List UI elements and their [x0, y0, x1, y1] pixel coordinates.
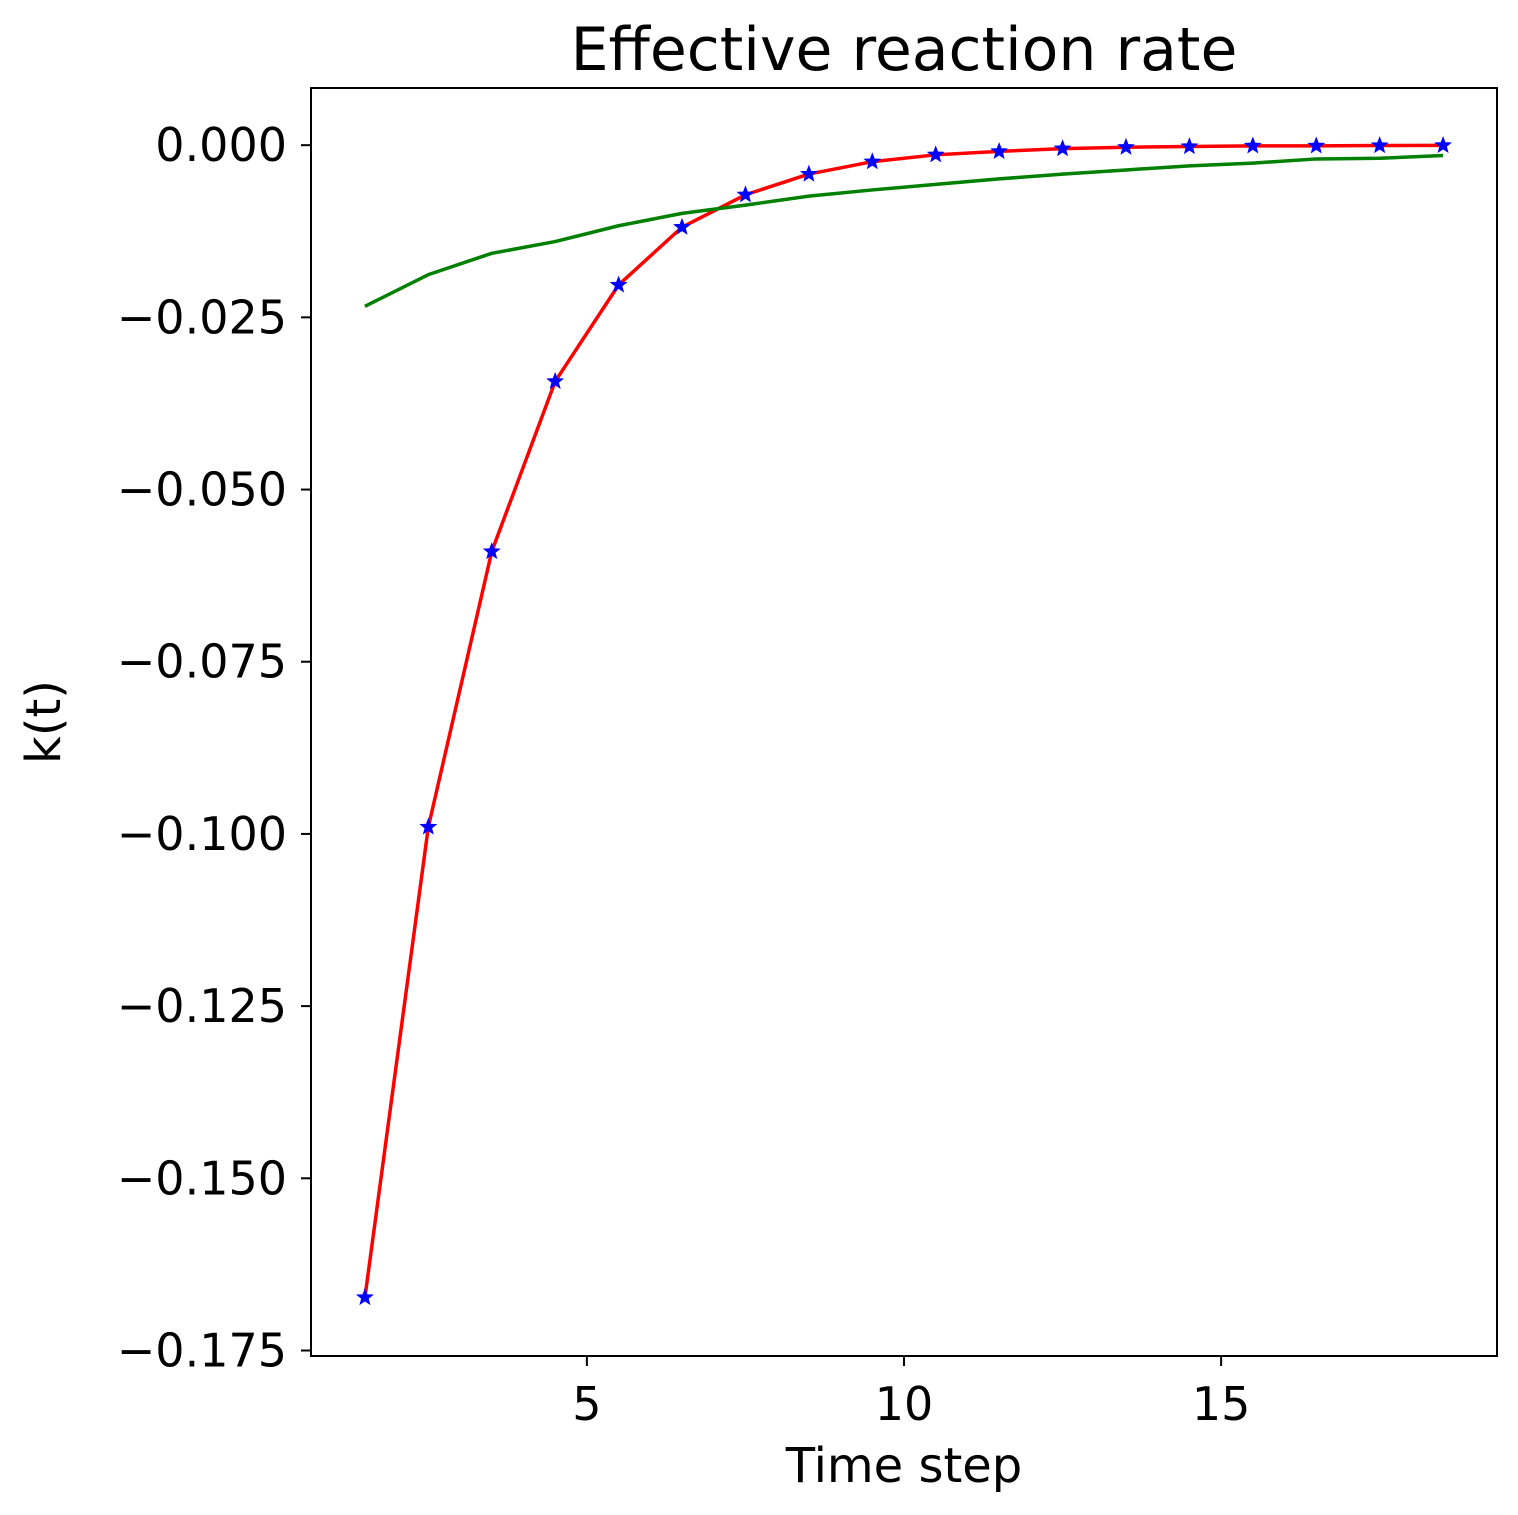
- data-point-8: [863, 152, 882, 170]
- data-point-6: [736, 185, 755, 203]
- data-point-7: [799, 164, 818, 182]
- data-point-9: [926, 145, 945, 163]
- x-axis: 5 10 15: [572, 1356, 1250, 1431]
- data-point-12: [1117, 137, 1135, 155]
- data-point-16: [1370, 136, 1389, 154]
- y-tick-label-6: −0.150: [117, 1151, 287, 1205]
- x-axis-title: Time step: [785, 1438, 1023, 1494]
- data-point-5: [673, 217, 691, 235]
- data-point-0: [355, 1288, 374, 1306]
- data-point-14: [1243, 136, 1262, 154]
- data-point-3: [546, 372, 565, 390]
- series-line-2: [364, 153, 1444, 308]
- y-tick-label-1: −0.025: [117, 290, 287, 344]
- y-tick-label-7: −0.175: [117, 1323, 287, 1377]
- plot-area: [355, 135, 1453, 1306]
- data-point-2: [482, 542, 501, 560]
- y-tick-label-5: −0.125: [117, 979, 287, 1033]
- y-tick-label-0: 0.000: [155, 118, 287, 172]
- y-axis: 0.000 −0.025 −0.050 −0.075 −0.100 −0.125 −0.15…: [117, 118, 311, 1377]
- data-point-10: [990, 141, 1009, 159]
- x-tick-label-15: 15: [1192, 1377, 1251, 1431]
- data-point-13: [1180, 137, 1199, 155]
- x-tick-label-5: 5: [572, 1377, 601, 1431]
- data-point-15: [1307, 136, 1326, 154]
- y-tick-label-2: −0.050: [117, 463, 287, 517]
- x-tick-label-10: 10: [875, 1377, 934, 1431]
- data-point-1: [419, 817, 438, 835]
- y-axis-title: k(t): [16, 680, 72, 764]
- chart-title: Effective reaction rate: [571, 15, 1238, 85]
- y-tick-label-3: −0.075: [117, 635, 287, 689]
- data-point-4: [609, 275, 628, 293]
- series-line-1: [363, 143, 1444, 1298]
- data-point-17: [1434, 135, 1453, 153]
- data-point-11: [1053, 139, 1072, 157]
- y-tick-label-4: −0.100: [117, 807, 287, 861]
